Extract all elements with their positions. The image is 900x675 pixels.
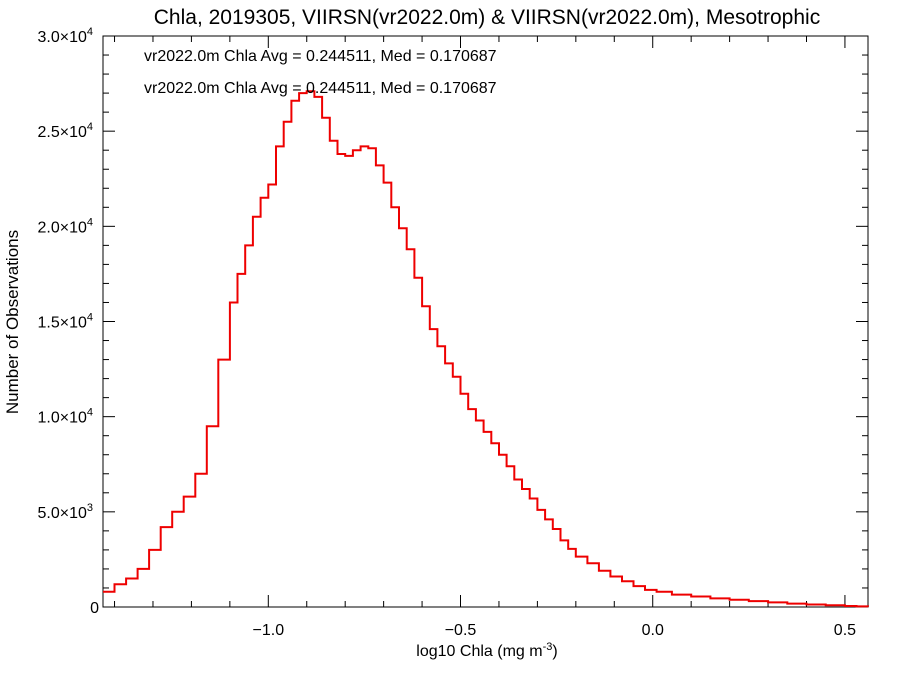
annotation-black: vr2022.0m Chla Avg = 0.244511, Med = 0.1… bbox=[144, 48, 497, 65]
x-tick-label: 0.5 bbox=[834, 622, 856, 639]
chart-title: Chla, 2019305, VIIRSN(vr2022.0m) & VIIRS… bbox=[154, 6, 820, 29]
plot-frame bbox=[102, 35, 869, 608]
x-axis: −1.0 −0.5 0.0 0.5 bbox=[114, 36, 856, 639]
series-line bbox=[103, 90, 869, 608]
x-axis-label: log10 Chla (mg m-3) bbox=[416, 641, 557, 660]
y-tick-label: 2.5×104 bbox=[37, 121, 93, 141]
y-axis-label: Number of Observations bbox=[3, 230, 22, 414]
y-axis: 0 5.0×103 1.0×104 1.5×104 2.0×104 2.5×104 3.0×… bbox=[37, 26, 868, 617]
x-tick-label: 0.0 bbox=[642, 622, 664, 639]
annotation-red: vr2022.0m Chla Avg = 0.244511, Med = 0.1… bbox=[144, 80, 497, 97]
y-tick-label: 3.0×104 bbox=[37, 26, 93, 46]
x-tick-label: −0.5 bbox=[445, 622, 477, 639]
y-tick-label: 1.5×104 bbox=[37, 312, 93, 332]
y-tick-label: 0 bbox=[90, 600, 99, 617]
x-tick-label: −1.0 bbox=[253, 622, 285, 639]
y-tick-label: 2.0×104 bbox=[37, 216, 93, 236]
y-tick-label: 1.0×104 bbox=[37, 407, 93, 427]
y-tick-label: 5.0×103 bbox=[37, 502, 93, 522]
